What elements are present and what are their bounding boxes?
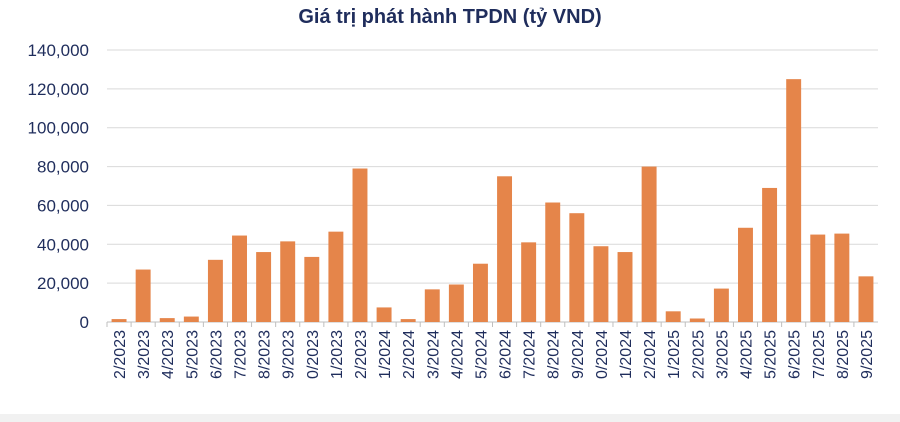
x-tick-label: 4/2024 [449, 330, 466, 379]
bar [713, 288, 729, 322]
bar [521, 242, 537, 322]
x-tick-label: 2/2025 [690, 330, 707, 379]
x-tick-label: 9/2024 [570, 330, 587, 379]
x-tick-label: 2/2023 [353, 330, 370, 379]
x-tick-label: 1/2025 [666, 330, 683, 379]
x-tick-label: 6/2024 [498, 330, 515, 379]
chart-title: Giá trị phát hành TPDN (tỷ VND) [298, 6, 602, 28]
x-tick-label: 7/2024 [522, 330, 539, 379]
bar [232, 235, 247, 322]
x-tick-label: 5/2023 [184, 330, 201, 379]
x-tick-label: 2/2023 [112, 330, 129, 379]
bar [135, 269, 151, 322]
bar [762, 187, 778, 322]
y-tick-label: 120,000 [28, 80, 89, 99]
y-tick-label: 100,000 [28, 119, 89, 138]
bar [352, 168, 368, 322]
bar [689, 318, 705, 322]
x-tick-label: 8/2023 [257, 330, 274, 379]
x-tick-label: 7/2025 [811, 330, 828, 379]
bar [497, 176, 513, 322]
bar [448, 284, 464, 322]
x-tick-label: 1/2024 [618, 330, 635, 379]
bar [810, 234, 826, 322]
bar [472, 263, 488, 322]
y-tick-label: 20,000 [37, 274, 89, 293]
x-tick-label: 3/2025 [714, 330, 731, 379]
y-tick-label: 80,000 [37, 158, 89, 177]
bar [593, 246, 609, 322]
x-tick-label: 6/2025 [787, 330, 804, 379]
bar [207, 259, 223, 322]
x-tick-label: 4/2023 [160, 330, 177, 379]
x-tick-label: 2/2024 [642, 330, 659, 379]
x-tick-label: 4/2025 [738, 330, 755, 379]
x-tick-label: 7/2023 [233, 330, 250, 379]
x-tick-label: 0/2023 [305, 330, 322, 379]
bar [786, 79, 802, 323]
x-tick-label: 1/2024 [377, 330, 394, 379]
bar [545, 202, 561, 322]
x-tick-label: 5/2025 [763, 330, 780, 379]
x-tick-label: 9/2025 [859, 330, 876, 379]
x-tick-label: 1/2023 [329, 330, 346, 379]
bar [665, 311, 681, 322]
y-tick-label: 0 [80, 313, 89, 332]
y-tick-label: 140,000 [28, 41, 89, 60]
bar [858, 276, 874, 322]
x-tick-label: 5/2024 [473, 330, 490, 379]
bar [280, 241, 296, 322]
x-tick-label: 8/2025 [835, 330, 852, 379]
bar [400, 319, 416, 322]
y-tick-label: 40,000 [37, 235, 89, 254]
x-tick-label: 3/2024 [425, 330, 442, 379]
bar [111, 319, 127, 322]
bar [256, 252, 272, 322]
bar [424, 289, 440, 322]
footer-band [0, 414, 900, 422]
y-tick-label: 60,000 [37, 196, 89, 215]
bar [834, 233, 850, 322]
x-tick-label: 8/2024 [546, 330, 563, 379]
x-tick-label: 3/2023 [136, 330, 153, 379]
bar [641, 166, 657, 322]
bar [183, 316, 199, 322]
bar [304, 256, 320, 322]
bar [328, 231, 344, 322]
bar [159, 318, 175, 322]
bar [738, 227, 753, 322]
x-tick-label: 9/2023 [281, 330, 298, 379]
bar [617, 252, 633, 322]
x-tick-label: 0/2024 [594, 330, 611, 379]
x-tick-label: 6/2023 [208, 330, 225, 379]
bar [569, 213, 585, 322]
bar [376, 307, 392, 322]
x-tick-label: 2/2024 [401, 330, 418, 379]
